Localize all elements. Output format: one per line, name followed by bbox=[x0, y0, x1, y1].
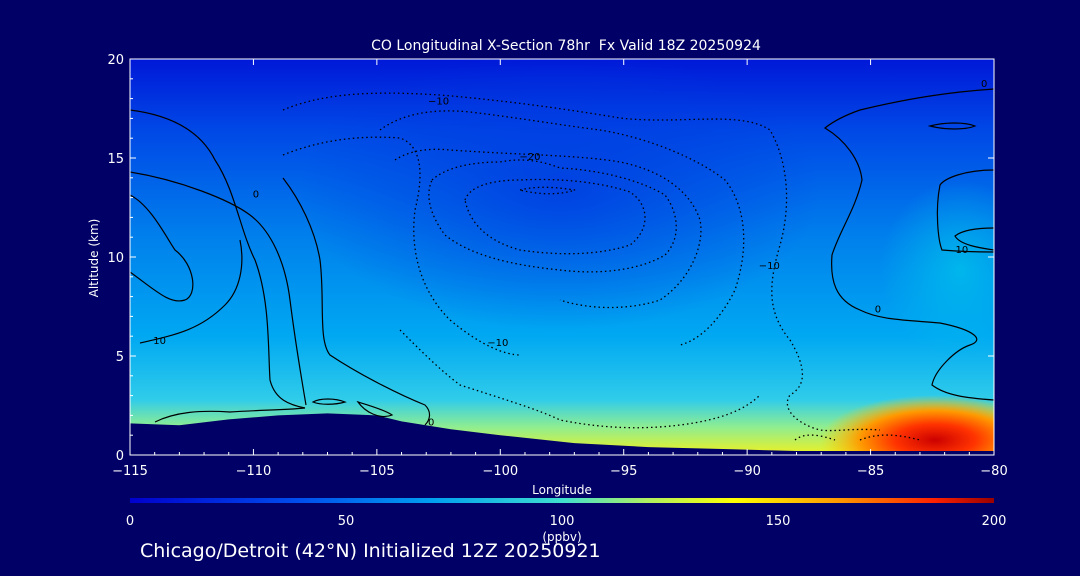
contour-line bbox=[927, 122, 977, 130]
contour-label: 10 bbox=[153, 336, 166, 347]
colorbar-tick-label: 50 bbox=[338, 514, 355, 529]
terrain bbox=[130, 413, 994, 455]
co-mid-region-east bbox=[880, 180, 994, 360]
x-tick-label: −85 bbox=[857, 464, 884, 479]
contour-line-negative bbox=[519, 186, 576, 195]
contour-line bbox=[130, 194, 194, 302]
contour-line-negative bbox=[464, 178, 646, 255]
y-tick-label: 10 bbox=[107, 251, 124, 266]
colorbar bbox=[130, 498, 994, 503]
contour-line bbox=[139, 239, 243, 344]
x-tick-label: −115 bbox=[112, 464, 148, 479]
contour-line bbox=[356, 400, 394, 418]
contour-label: −10 bbox=[428, 97, 449, 108]
y-axis: 0 5 10 15 20 bbox=[107, 53, 994, 464]
contour-line bbox=[823, 88, 994, 401]
contour-label: 0 bbox=[875, 304, 881, 315]
contour-label: 0 bbox=[253, 190, 259, 201]
contour-line bbox=[954, 227, 994, 251]
x-axis: −115 −110 −105 −100 −95 −90 −85 −80 bbox=[112, 59, 1008, 479]
x-tick-label: −95 bbox=[610, 464, 637, 479]
x-axis-label: Longitude bbox=[532, 483, 592, 497]
colorbar-tick-label: 100 bbox=[550, 514, 575, 529]
contour-line bbox=[282, 177, 431, 426]
chart-title: CO Longitudinal X-Section 78hr Fx Valid … bbox=[371, 38, 761, 54]
contour-label: 10 bbox=[956, 245, 969, 256]
plot-area bbox=[130, 59, 994, 455]
x-tick-label: −90 bbox=[733, 464, 760, 479]
co-low-region bbox=[300, 59, 820, 330]
contour-line bbox=[130, 171, 307, 406]
y-tick-label: 0 bbox=[116, 449, 124, 464]
contour-line-negative bbox=[859, 434, 921, 441]
contour-label: −10 bbox=[487, 338, 508, 349]
colorbar-tick-label: 200 bbox=[982, 514, 1007, 529]
contour-labels: −10 −20 0 −10 10 0 0 10 −10 0 bbox=[153, 79, 987, 429]
contour-label: 0 bbox=[428, 417, 434, 428]
colorbar-tick-label: 150 bbox=[766, 514, 791, 529]
contour-label: −20 bbox=[519, 152, 540, 163]
colorbar-units: (ppbv) bbox=[542, 530, 581, 544]
contour-line bbox=[936, 169, 994, 253]
x-tick-label: −105 bbox=[359, 464, 395, 479]
contour-line bbox=[130, 109, 306, 409]
y-tick-label: 15 bbox=[107, 152, 124, 167]
y-axis-label: Altitude (km) bbox=[87, 219, 101, 298]
contour-line-negative bbox=[282, 92, 881, 432]
x-tick-label: −80 bbox=[980, 464, 1007, 479]
co-high-region bbox=[820, 395, 994, 455]
contour-line bbox=[154, 407, 306, 423]
x-tick-label: −110 bbox=[236, 464, 272, 479]
colorbar-tick-label: 0 bbox=[126, 514, 134, 529]
contour-label: 0 bbox=[981, 79, 987, 90]
colorbar-ticks: 0 50 100 150 200 bbox=[126, 514, 1007, 529]
x-tick-label: −100 bbox=[482, 464, 518, 479]
contour-label: −10 bbox=[759, 261, 780, 272]
y-tick-label: 5 bbox=[116, 350, 124, 365]
contour-line bbox=[311, 398, 347, 405]
contour-line-negative bbox=[794, 434, 836, 441]
footer-caption: Chicago/Detroit (42°N) Initialized 12Z 2… bbox=[140, 540, 601, 562]
contour-line-negative bbox=[379, 110, 745, 346]
y-tick-label: 20 bbox=[107, 53, 124, 68]
contour-line-negative bbox=[394, 148, 702, 309]
